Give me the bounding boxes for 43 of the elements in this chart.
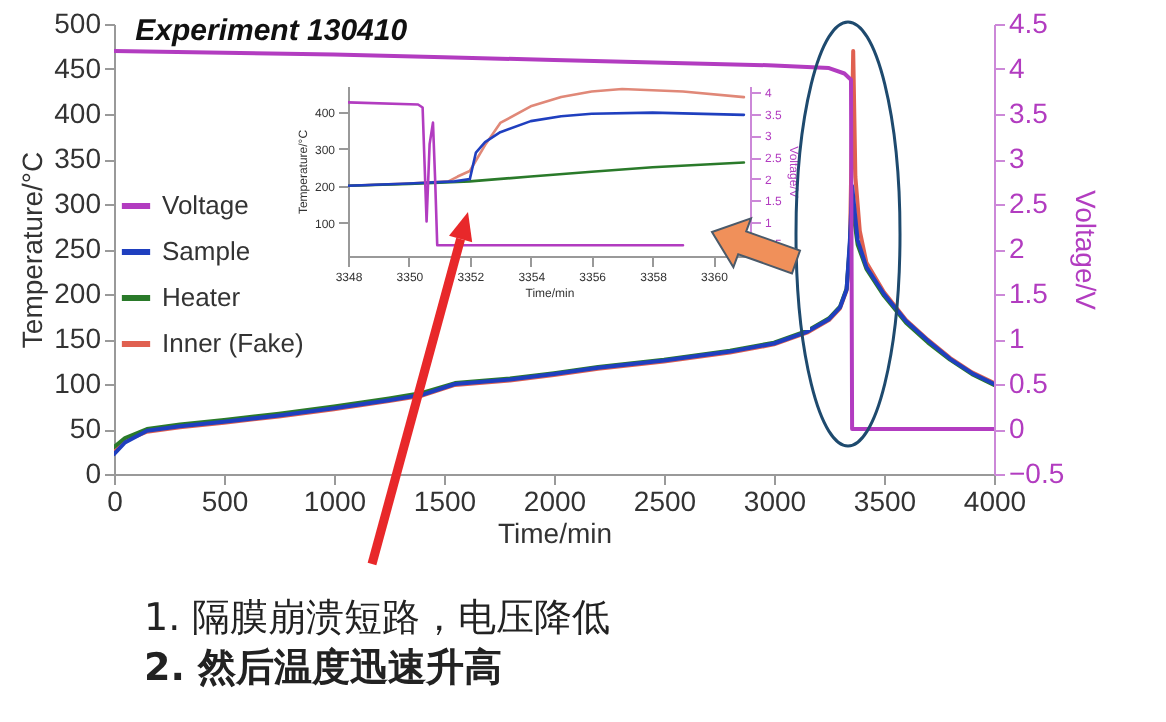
x-tick-label: 0 <box>107 485 124 517</box>
y2-tick-label: 4.5 <box>1009 7 1049 39</box>
y-tick-label: 50 <box>69 412 102 444</box>
y-tick-label: 500 <box>54 7 102 39</box>
y-tick-label: 300 <box>54 187 102 219</box>
y-axis-title: Temperature/°C <box>16 151 49 349</box>
y-tick-label: 100 <box>54 367 102 399</box>
x-tick-label: 2000 <box>523 485 587 517</box>
y-tick-label: 450 <box>54 52 102 84</box>
y-tick-label: 250 <box>54 232 102 264</box>
x-tick-label: 3500 <box>853 485 917 517</box>
legend-label: Voltage <box>162 190 249 220</box>
text: 1. 隔膜崩溃短路，电压降低 <box>144 594 611 644</box>
y-tick-label: 350 <box>54 142 102 174</box>
y-tick-label: 150 <box>54 322 102 354</box>
y2-tick-label: 1 <box>1009 322 1025 354</box>
line-series <box>348 111 746 188</box>
y2-tick-label: 0.5 <box>1009 367 1049 399</box>
y2-tick-label: 2 <box>1009 232 1025 264</box>
y2-tick-label: 4 <box>1009 52 1025 84</box>
y-tick-label: 200 <box>54 277 102 309</box>
x-axis-title: Time/min <box>497 517 613 549</box>
legend-label: Heater <box>162 282 242 312</box>
x-tick-label: 500 <box>201 485 249 517</box>
x-tick-label: 1000 <box>303 485 367 517</box>
text: 2. 然后温度迅速升高 <box>144 644 503 694</box>
y2-tick-label: −0.5 <box>1009 457 1065 489</box>
y2-tick-label: 3.5 <box>1009 97 1049 129</box>
chart-title: Experiment 130410 <box>135 14 409 48</box>
y2-tick-label: 3 <box>1009 142 1025 174</box>
line-series <box>348 101 685 247</box>
x-tick-label: 2500 <box>633 485 697 517</box>
x-tick-label: 4000 <box>963 485 1027 517</box>
y2-tick-label: 1.5 <box>1009 277 1049 309</box>
y2-tick-label: 0 <box>1009 412 1025 444</box>
x-tick-label: 3000 <box>743 485 807 517</box>
y-tick-label: 0 <box>85 457 102 489</box>
legend-label: Sample <box>162 236 251 266</box>
y-tick-label: 400 <box>54 97 102 129</box>
y2-tick-label: 2.5 <box>1009 187 1049 219</box>
y2-axis-title: Voltage/V <box>1070 190 1103 312</box>
legend-label: Inner (Fake) <box>162 328 304 358</box>
x-tick-label: 1500 <box>413 485 477 517</box>
